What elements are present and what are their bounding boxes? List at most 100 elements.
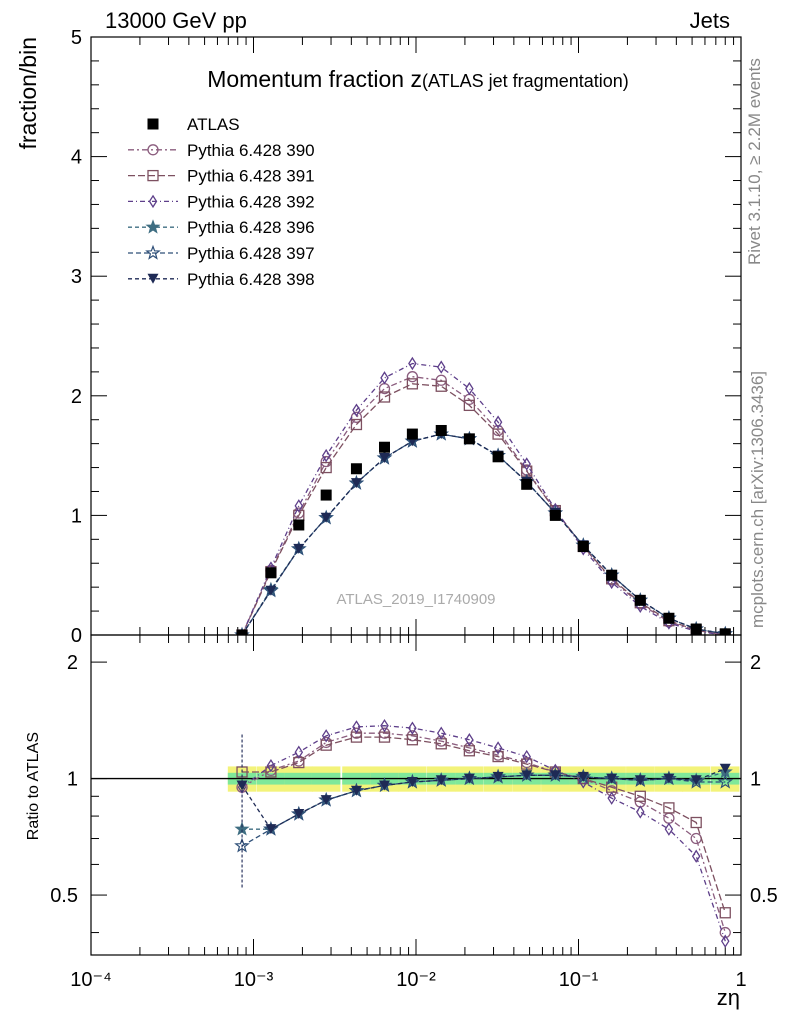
marker-circle bbox=[147, 144, 159, 156]
marker-diamond bbox=[522, 749, 531, 764]
marker-data bbox=[265, 567, 277, 579]
marker-star-open bbox=[234, 837, 250, 853]
marker-data bbox=[379, 441, 391, 453]
marker-circle bbox=[435, 374, 447, 386]
marker-triangle-down bbox=[521, 770, 533, 781]
series-ratio-line bbox=[241, 725, 726, 942]
marker-square bbox=[663, 802, 675, 814]
legend-entry: Pythia 6.428 396 bbox=[128, 218, 315, 237]
marker-triangle-down bbox=[719, 763, 731, 774]
series-ratio-line bbox=[241, 768, 726, 831]
y-tick-label: 4 bbox=[71, 147, 82, 169]
marker-triangle-down bbox=[147, 273, 159, 284]
marker-circle bbox=[406, 371, 419, 383]
ratio-tick-label-left: 1 bbox=[67, 769, 78, 791]
marker-data bbox=[634, 594, 646, 606]
series-main bbox=[236, 429, 731, 635]
marker-data bbox=[549, 509, 561, 521]
marker-data bbox=[463, 433, 475, 445]
y-tick-label: 3 bbox=[71, 266, 82, 288]
series-ratio bbox=[234, 734, 733, 889]
x-tick-label: 10⁻¹ bbox=[559, 969, 599, 991]
marker-data bbox=[293, 519, 305, 531]
chart-title: Momentum fraction z(ATLAS jet fragmentat… bbox=[207, 66, 629, 92]
marker-diamond bbox=[493, 741, 503, 755]
y-tick-label: 2 bbox=[71, 386, 82, 408]
series-ratio-line bbox=[242, 736, 726, 913]
y-tick-label: 5 bbox=[71, 27, 82, 49]
marker-data bbox=[577, 540, 589, 552]
marker-data bbox=[147, 118, 159, 130]
process-label: Jets bbox=[690, 8, 730, 33]
marker-square bbox=[350, 418, 363, 431]
marker-data bbox=[606, 569, 618, 581]
ratio-tick-label-left: 0.5 bbox=[50, 885, 78, 907]
marker-diamond bbox=[636, 805, 645, 819]
marker-triangle-down bbox=[406, 776, 418, 787]
x-tick-label: 10⁻³ bbox=[234, 969, 274, 991]
marker-triangle-down bbox=[293, 543, 305, 554]
series-ratio bbox=[236, 734, 731, 889]
marker-diamond bbox=[436, 726, 446, 740]
y-tick-label: 0 bbox=[71, 625, 82, 647]
legend-label: Pythia 6.428 392 bbox=[187, 192, 315, 211]
marker-circle bbox=[719, 926, 731, 939]
marker-data bbox=[663, 612, 675, 624]
legend-label: Pythia 6.428 391 bbox=[187, 167, 315, 186]
marker-data bbox=[350, 463, 362, 475]
plot-frames bbox=[90, 36, 742, 956]
mcplots-label: mcplots.cern.ch [arXiv:1306.3436] bbox=[748, 371, 767, 628]
series-main bbox=[234, 425, 734, 635]
marker-triangle-down bbox=[492, 771, 504, 782]
marker-triangle-down bbox=[379, 780, 391, 791]
marker-square bbox=[378, 391, 391, 403]
marker-diamond bbox=[294, 745, 304, 759]
marker-triangle-down bbox=[577, 771, 589, 782]
marker-triangle-down bbox=[265, 585, 277, 596]
x-tick-label: 10⁻² bbox=[396, 969, 436, 991]
marker-diamond bbox=[465, 733, 474, 747]
y-tick-label: 1 bbox=[71, 505, 82, 527]
series-pythia-6-428-390 bbox=[236, 371, 731, 939]
marker-square bbox=[265, 766, 277, 778]
marker-star-open bbox=[717, 773, 734, 789]
series-ratio bbox=[237, 718, 730, 948]
marker-circle bbox=[690, 832, 702, 845]
marker-circle bbox=[663, 812, 675, 824]
ratio-tick-label-right: 1 bbox=[750, 769, 761, 791]
marker-data bbox=[690, 623, 702, 635]
data-points bbox=[236, 424, 731, 635]
marker-triangle-down bbox=[320, 795, 332, 806]
x-axis-label: zη bbox=[717, 985, 740, 1010]
marker-triangle-down bbox=[549, 770, 561, 781]
marker-triangle-down bbox=[435, 775, 447, 786]
ratio-y-axis-label: Ratio to ATLAS bbox=[25, 732, 42, 840]
marker-triangle-down bbox=[606, 773, 618, 784]
marker-data bbox=[521, 478, 533, 490]
atlas-data bbox=[236, 424, 731, 635]
analysis-watermark: ATLAS_2019_I1740909 bbox=[336, 591, 495, 608]
marker-diamond bbox=[266, 758, 276, 773]
marker-triangle-down bbox=[350, 785, 362, 796]
series-pythia-6-428-398 bbox=[236, 429, 731, 889]
legend-label: Pythia 6.428 398 bbox=[187, 270, 315, 289]
marker-triangle-down bbox=[690, 775, 702, 786]
marker-triangle-down bbox=[463, 773, 475, 784]
legend-label: Pythia 6.428 397 bbox=[187, 244, 315, 263]
series-ratio bbox=[234, 734, 734, 889]
marker-diamond bbox=[607, 791, 616, 805]
marker-square bbox=[435, 380, 447, 392]
series-layer bbox=[234, 356, 734, 948]
marker-diamond bbox=[352, 720, 361, 734]
marker-square bbox=[719, 907, 731, 919]
marker-diamond bbox=[465, 381, 474, 396]
y-axis-label: fraction/bin bbox=[15, 37, 41, 150]
ratio-tick-label-right: 0.5 bbox=[750, 885, 778, 907]
marker-diamond bbox=[294, 499, 304, 513]
series-ratio-line bbox=[241, 732, 726, 933]
marker-diamond bbox=[436, 360, 446, 374]
legend-entry: Pythia 6.428 391 bbox=[128, 167, 315, 186]
marker-square bbox=[147, 169, 159, 182]
marker-triangle-down bbox=[379, 452, 391, 463]
